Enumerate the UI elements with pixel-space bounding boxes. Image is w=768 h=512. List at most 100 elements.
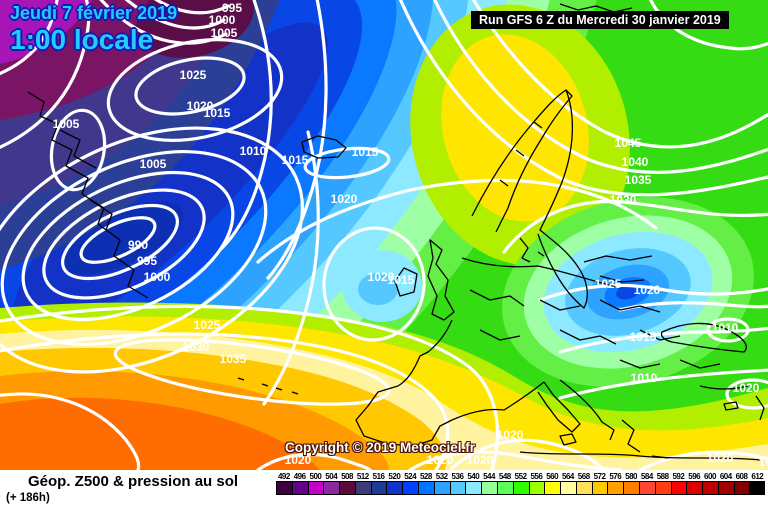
legend-swatch — [339, 481, 355, 495]
legend-value: 612 — [751, 472, 764, 481]
legend-swatch — [291, 481, 308, 495]
legend-value: 500 — [309, 472, 322, 481]
legend-cell: 564 — [560, 472, 576, 495]
legend-swatch — [717, 481, 734, 495]
legend-cell: 540 — [465, 472, 482, 495]
z500-pressure-field — [0, 0, 768, 470]
pressure-label: 1005 — [52, 117, 80, 131]
pressure-label: 1020 — [633, 283, 661, 297]
pressure-label: 1025 — [179, 68, 207, 82]
legend-cell: 600 — [702, 472, 718, 495]
legend-swatch — [418, 481, 434, 495]
forecast-hour: (+ 186h) — [6, 492, 50, 504]
legend-value: 544 — [483, 472, 495, 481]
pressure-label: 1010 — [711, 321, 739, 335]
legend-swatch — [670, 481, 687, 495]
legend-cell: 588 — [654, 472, 671, 495]
legend-value: 564 — [562, 472, 574, 481]
legend-value: 556 — [530, 472, 543, 481]
legend-cell: 560 — [544, 472, 561, 495]
pressure-label: 1020 — [706, 451, 734, 465]
legend-cell: 552 — [512, 472, 529, 495]
pressure-label: 995 — [221, 1, 243, 15]
pressure-label: 1015 — [629, 330, 657, 344]
pressure-label: 1020 — [733, 381, 760, 395]
legend-value: 596 — [688, 472, 701, 481]
legend-swatch — [591, 481, 608, 495]
legend-value: 524 — [404, 472, 417, 481]
z500-color-field — [0, 0, 768, 470]
valid-date-block: Jeudi 7 février 2019 1:00 locale — [10, 3, 178, 55]
pressure-label: 1015 — [281, 153, 309, 167]
legend-cell: 524 — [402, 472, 419, 495]
pressure-label: 1000 — [143, 270, 171, 284]
legend-cell: 504 — [323, 472, 340, 495]
legend-value: 504 — [325, 472, 338, 481]
legend-value: 576 — [609, 472, 622, 481]
pressure-label: 1020 — [426, 453, 454, 467]
legend-value: 588 — [656, 472, 669, 481]
valid-date: Jeudi 7 février 2019 — [10, 3, 178, 23]
legend-value: 516 — [372, 472, 385, 481]
legend-cell: 596 — [686, 472, 703, 495]
legend-swatch — [276, 481, 292, 495]
legend-value: 496 — [293, 472, 306, 481]
legend-value: 580 — [625, 472, 637, 481]
legend-swatch — [512, 481, 529, 495]
legend-value: 552 — [514, 472, 527, 481]
legend-value: 572 — [593, 472, 606, 481]
legend-swatch — [370, 481, 387, 495]
legend-swatch — [638, 481, 655, 495]
coastlines — [27, 3, 765, 461]
pressure-label: 1010 — [239, 144, 267, 158]
legend-value: 608 — [735, 472, 748, 481]
pressure-label: 1045 — [614, 136, 642, 150]
legend-cell: 584 — [638, 472, 655, 495]
legend-value: 532 — [435, 472, 448, 481]
legend-cell: 580 — [623, 472, 639, 495]
pressure-label: 990 — [127, 238, 149, 252]
pressure-label: 1020 — [466, 453, 494, 467]
legend-value: 600 — [704, 472, 716, 481]
legend-value: 548 — [498, 472, 511, 481]
pressure-label: 1020 — [367, 270, 395, 284]
legend-cell: 556 — [528, 472, 545, 495]
pressure-label: 1025 — [193, 318, 221, 332]
pressure-label: 1035 — [219, 352, 247, 366]
pressure-label: 1015 — [351, 145, 379, 159]
legend-swatch — [528, 481, 545, 495]
legend-swatch — [560, 481, 576, 495]
legend-cell: 548 — [496, 472, 513, 495]
pressure-label: 1015 — [387, 273, 415, 287]
legend-swatch — [686, 481, 703, 495]
legend-cell: 496 — [291, 472, 308, 495]
legend-value: 584 — [640, 472, 653, 481]
legend-cell: 572 — [591, 472, 608, 495]
legend-swatch — [433, 481, 450, 495]
legend-swatch — [354, 481, 371, 495]
pressure-label: 1020 — [330, 192, 358, 206]
legend-value: 508 — [341, 472, 353, 481]
pressure-label: 1030 — [182, 340, 210, 354]
pressure-label: 995 — [136, 254, 158, 268]
legend-cell: 592 — [670, 472, 687, 495]
valid-time: 1:00 locale — [10, 23, 154, 55]
legend-swatch — [749, 481, 766, 495]
legend-cell: 604 — [717, 472, 734, 495]
legend-swatch — [402, 481, 419, 495]
legend-cell: 520 — [386, 472, 403, 495]
legend-swatch — [654, 481, 671, 495]
legend-cell: 536 — [449, 472, 466, 495]
legend-value: 512 — [356, 472, 369, 481]
legend-swatch — [449, 481, 466, 495]
legend-cell: 492 — [276, 472, 292, 495]
legend-swatch — [575, 481, 592, 495]
legend-cell: 576 — [607, 472, 624, 495]
copyright-watermark: Copyright © 2019 Meteociel.fr — [285, 440, 475, 455]
legend-swatch — [481, 481, 497, 495]
pressure-label: 1005 — [210, 26, 238, 40]
legend-swatch — [702, 481, 718, 495]
pressure-label: 1020 — [496, 428, 524, 442]
legend-value: 540 — [467, 472, 480, 481]
legend-value: 528 — [419, 472, 432, 481]
